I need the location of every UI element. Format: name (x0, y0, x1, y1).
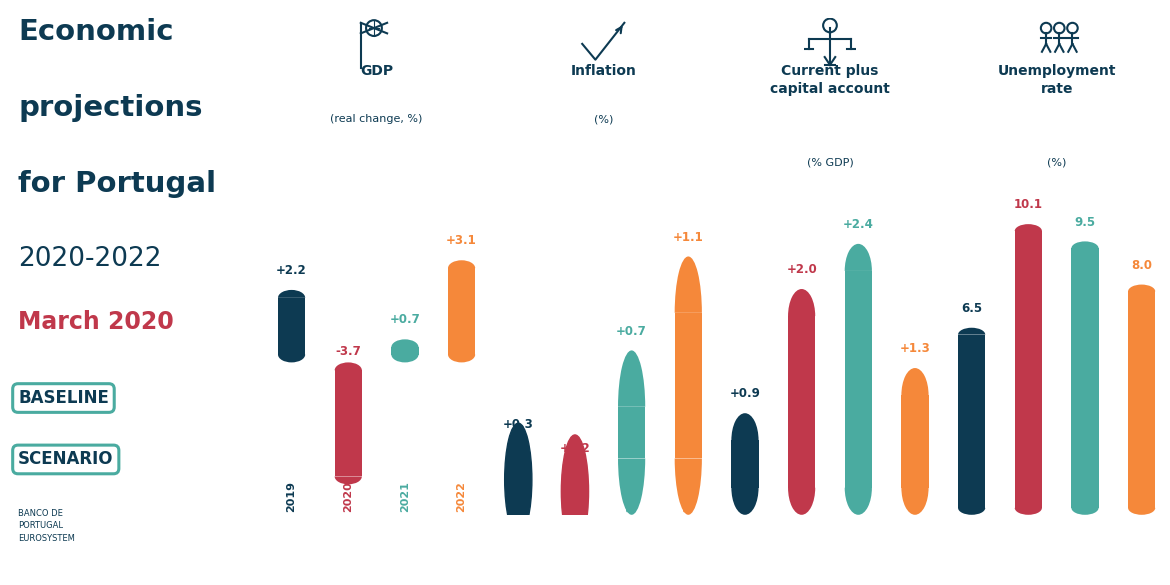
Text: 2020: 2020 (797, 481, 806, 511)
Text: SCENARIO: SCENARIO (18, 450, 113, 469)
Wedge shape (1014, 224, 1042, 231)
FancyBboxPatch shape (448, 268, 475, 355)
Text: BANCO DE
PORTUGAL
EUROSYSTEM: BANCO DE PORTUGAL EUROSYSTEM (18, 509, 75, 543)
Wedge shape (1014, 508, 1042, 515)
Text: 2020: 2020 (343, 481, 353, 511)
Text: 2019: 2019 (739, 481, 750, 511)
Text: for Portugal: for Portugal (18, 170, 216, 198)
Text: +2.4: +2.4 (842, 218, 874, 231)
Text: +2.0: +2.0 (786, 263, 817, 276)
Wedge shape (901, 488, 929, 515)
FancyBboxPatch shape (845, 271, 872, 488)
Wedge shape (958, 328, 985, 335)
Text: (% GDP): (% GDP) (806, 158, 853, 168)
Wedge shape (618, 459, 645, 515)
Text: BASELINE: BASELINE (18, 389, 109, 407)
Text: GDP: GDP (360, 64, 393, 78)
FancyBboxPatch shape (731, 441, 758, 488)
Wedge shape (1072, 508, 1099, 515)
Wedge shape (391, 355, 419, 363)
Wedge shape (901, 368, 929, 395)
Ellipse shape (562, 435, 589, 548)
Text: +0.7: +0.7 (390, 314, 420, 326)
Text: (real change, %): (real change, %) (330, 114, 422, 124)
Wedge shape (448, 260, 475, 268)
Text: 2021: 2021 (400, 481, 410, 511)
Wedge shape (731, 413, 758, 441)
Wedge shape (1128, 508, 1155, 515)
Wedge shape (675, 256, 702, 313)
FancyBboxPatch shape (1072, 248, 1099, 508)
Text: (%): (%) (593, 114, 613, 124)
Wedge shape (845, 244, 872, 271)
FancyBboxPatch shape (789, 316, 815, 488)
Text: 2020-2022: 2020-2022 (18, 246, 161, 271)
Wedge shape (789, 488, 815, 515)
Text: projections: projections (18, 94, 202, 122)
Text: Inflation: Inflation (570, 64, 636, 78)
Wedge shape (958, 508, 985, 515)
FancyBboxPatch shape (958, 335, 985, 508)
Text: +0.9: +0.9 (730, 387, 761, 400)
Text: 2022: 2022 (1137, 481, 1147, 511)
Wedge shape (845, 488, 872, 515)
Text: 9.5: 9.5 (1074, 215, 1095, 229)
Text: 2019: 2019 (287, 481, 296, 511)
Text: -3.7: -3.7 (336, 345, 362, 357)
Wedge shape (789, 289, 815, 316)
Wedge shape (448, 355, 475, 363)
Wedge shape (1128, 284, 1155, 291)
Text: +0.3: +0.3 (503, 418, 534, 432)
Wedge shape (618, 350, 645, 407)
Text: 2021: 2021 (853, 481, 863, 511)
FancyBboxPatch shape (335, 370, 362, 476)
Text: Unemployment
rate: Unemployment rate (997, 64, 1116, 96)
Text: March 2020: March 2020 (18, 310, 174, 334)
Wedge shape (391, 339, 419, 347)
Wedge shape (675, 459, 702, 515)
Text: +1.3: +1.3 (900, 342, 930, 355)
Text: 2022: 2022 (683, 481, 694, 511)
Text: (%): (%) (1047, 158, 1066, 168)
FancyBboxPatch shape (1128, 291, 1155, 508)
FancyBboxPatch shape (278, 298, 305, 355)
Text: 2019: 2019 (514, 481, 523, 511)
Text: +1.1: +1.1 (673, 230, 703, 243)
Wedge shape (278, 355, 305, 363)
Text: 2019: 2019 (966, 481, 977, 511)
Text: 2022: 2022 (456, 481, 467, 511)
Text: 10.1: 10.1 (1014, 198, 1042, 211)
Text: +0.7: +0.7 (617, 325, 647, 338)
Text: +2.2: +2.2 (276, 264, 307, 277)
Text: 2020: 2020 (570, 481, 580, 511)
Wedge shape (1072, 242, 1099, 248)
Text: 8.0: 8.0 (1131, 259, 1152, 271)
FancyBboxPatch shape (618, 407, 645, 459)
Text: 2021: 2021 (627, 481, 636, 511)
FancyBboxPatch shape (901, 395, 929, 488)
FancyBboxPatch shape (1014, 231, 1042, 508)
Text: 2021: 2021 (1080, 481, 1090, 511)
Wedge shape (335, 476, 362, 484)
Text: 2020: 2020 (1024, 481, 1033, 511)
Text: +3.1: +3.1 (446, 235, 477, 247)
Text: 6.5: 6.5 (961, 302, 982, 315)
Wedge shape (731, 488, 758, 515)
Ellipse shape (504, 423, 532, 536)
FancyBboxPatch shape (675, 313, 702, 459)
Wedge shape (278, 290, 305, 298)
Wedge shape (335, 363, 362, 370)
Text: Economic: Economic (18, 18, 173, 46)
Text: +0.2: +0.2 (559, 442, 591, 455)
FancyBboxPatch shape (391, 347, 419, 355)
Text: 2022: 2022 (910, 481, 920, 511)
Text: Current plus
capital account: Current plus capital account (770, 64, 890, 96)
